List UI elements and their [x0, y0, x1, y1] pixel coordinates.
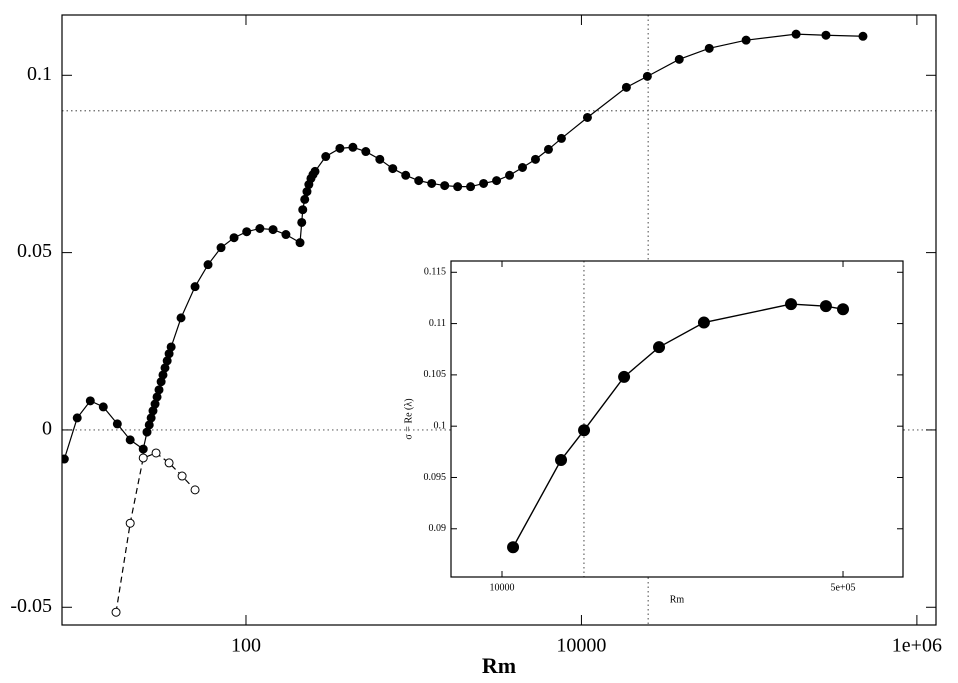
data-point	[138, 453, 148, 463]
data-point	[388, 164, 398, 174]
y-tick-label: 0.115	[424, 267, 446, 278]
data-point	[858, 31, 868, 41]
y-tick-label: 0.1	[434, 420, 447, 431]
data-point	[154, 385, 164, 395]
plot: 10000 5e+05 0.09 0.095 0.1 0.105 0.11 0.115 Rm σ …	[403, 260, 904, 605]
data-point	[268, 225, 278, 235]
data-point	[255, 224, 265, 233]
plot-frame	[450, 260, 904, 578]
data-point	[229, 233, 239, 243]
data-point	[618, 370, 631, 383]
data-point	[242, 227, 252, 237]
data-point	[111, 607, 121, 617]
x-axis-label: Rm	[482, 653, 516, 678]
data-point	[821, 30, 831, 40]
data-point	[125, 435, 135, 445]
data-point	[281, 230, 291, 240]
series-group	[507, 298, 850, 554]
data-point	[791, 29, 801, 39]
x-tick-label: 10000	[490, 582, 515, 593]
data-point	[642, 71, 652, 81]
data-point	[582, 112, 592, 122]
data-point	[112, 419, 122, 429]
data-point	[164, 458, 174, 468]
data-point	[427, 178, 437, 188]
data-point	[440, 181, 450, 191]
data-point	[543, 144, 553, 154]
y-tick-label: 0.105	[424, 369, 447, 380]
data-point	[298, 205, 308, 215]
data-point	[138, 444, 148, 454]
data-point	[125, 518, 135, 528]
data-point	[348, 142, 358, 152]
data-point	[697, 316, 710, 329]
data-point	[674, 54, 684, 64]
data-point	[578, 424, 591, 437]
data-point	[653, 341, 666, 354]
data-point	[310, 166, 320, 176]
data-point	[98, 402, 108, 412]
data-point	[621, 82, 631, 92]
plot-frame	[61, 14, 937, 626]
x-tick-label: 100	[231, 635, 261, 657]
data-point	[401, 170, 411, 180]
data-point	[453, 182, 463, 192]
y-tick-label: 0	[42, 418, 52, 440]
x-tick-label: 10000	[556, 635, 606, 657]
x-tick-label: 5e+05	[830, 582, 855, 593]
data-point	[166, 342, 176, 352]
data-point	[72, 413, 82, 423]
data-point	[300, 194, 310, 204]
data-point	[151, 448, 161, 458]
data-point	[785, 298, 798, 311]
data-point	[704, 43, 714, 53]
x-axis-label: Rm	[670, 594, 685, 605]
data-point	[530, 154, 540, 164]
data-point	[819, 300, 832, 313]
y-tick-label: 0.1	[27, 63, 52, 85]
data-point	[62, 454, 69, 464]
data-point	[505, 170, 515, 180]
y-tick-label: 0.11	[429, 318, 446, 329]
y-tick-label: -0.05	[10, 595, 52, 617]
data-point	[414, 176, 424, 186]
data-point	[297, 217, 307, 227]
data-point	[741, 35, 751, 45]
data-point	[492, 176, 502, 186]
data-point	[335, 143, 345, 153]
series-group	[62, 29, 868, 617]
x-tick-label: 1e+06	[892, 635, 942, 657]
data-point	[321, 152, 331, 162]
data-point	[190, 282, 200, 292]
data-point	[518, 163, 528, 172]
data-point	[177, 471, 187, 481]
data-point	[837, 303, 850, 316]
y-tick-label: 0.095	[424, 472, 447, 483]
data-point	[85, 396, 95, 406]
data-point	[555, 454, 568, 467]
data-point	[216, 243, 226, 253]
data-point	[466, 182, 476, 192]
y-tick-label: 0.05	[17, 240, 52, 262]
data-point	[375, 154, 385, 164]
data-point	[190, 485, 200, 495]
data-point	[203, 260, 213, 270]
data-point	[507, 541, 520, 554]
data-point	[556, 133, 566, 143]
data-point	[361, 147, 371, 157]
y-tick-label: 0.09	[429, 523, 447, 534]
y-axis-label: σ = Re (λ)	[403, 398, 414, 439]
data-point	[176, 313, 186, 323]
data-point	[295, 238, 305, 248]
data-point	[479, 178, 489, 188]
